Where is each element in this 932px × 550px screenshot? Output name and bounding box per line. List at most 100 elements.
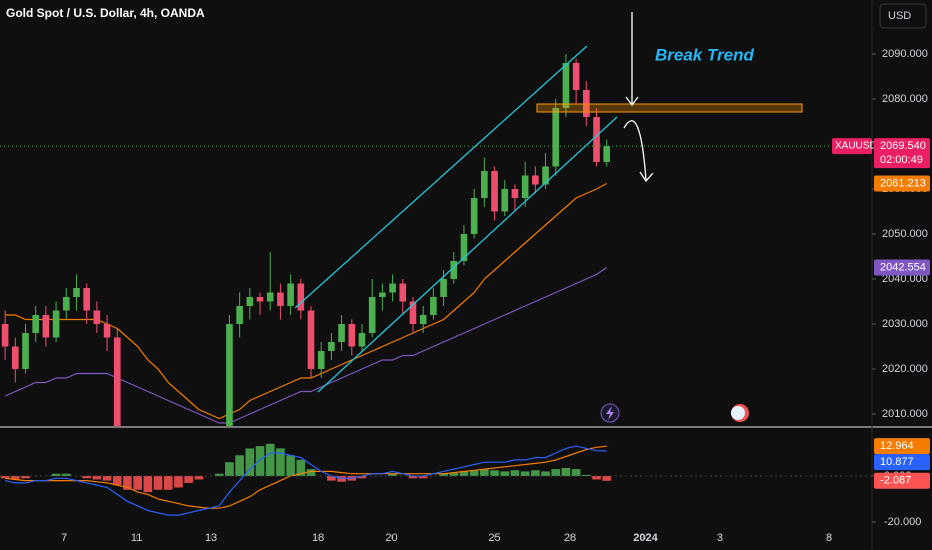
candle-body [266, 292, 274, 302]
candle-body [256, 296, 264, 302]
symbol-label: XAUUSD [835, 141, 877, 152]
candle-body [511, 188, 519, 198]
candle-body [552, 107, 560, 167]
macd-line [5, 445, 607, 509]
x-tick-label: 7 [61, 532, 67, 544]
macd-histogram [439, 473, 448, 477]
macd-histogram [214, 473, 224, 477]
macd-histogram [153, 476, 163, 490]
candle-body [246, 296, 254, 306]
price-box [874, 138, 930, 169]
macd-value-label: 10.877 [880, 456, 914, 468]
candle-body [287, 283, 294, 306]
x-tick-label: 28 [564, 532, 576, 544]
macd-line [4, 445, 607, 516]
y2-tick-label: -20.000 [884, 516, 921, 528]
macd-histogram [327, 476, 336, 481]
candle-body [348, 323, 356, 347]
candle-body [307, 310, 315, 369]
candle-body [419, 314, 427, 324]
macd-histogram [174, 476, 183, 488]
x-tick-label: 25 [488, 532, 500, 544]
candle-body [583, 89, 590, 117]
ma-price-box [874, 175, 930, 192]
macd-histogram [225, 462, 234, 477]
candle-body [226, 323, 233, 426]
candle-body [358, 332, 366, 347]
candle-body [481, 170, 488, 198]
candle-body [409, 301, 417, 324]
macd-pane [0, 443, 612, 516]
flag-icon-inner [731, 406, 745, 420]
x-tick-label: 2024 [633, 532, 658, 544]
macd-histogram [286, 455, 295, 477]
candle-body [93, 310, 101, 324]
macd-histogram [357, 476, 367, 479]
candle-body [542, 166, 549, 185]
candle-body [440, 278, 447, 297]
macd-histogram [0, 476, 10, 479]
candle-body [62, 296, 70, 311]
macd-histogram [61, 473, 71, 477]
ma-price-label: 2061.213 [880, 177, 926, 189]
ma-price-box [874, 259, 930, 276]
macd-histogram [92, 476, 102, 480]
macd-value-label: 12.964 [880, 440, 914, 452]
curved-arrow [623, 120, 647, 181]
y-tick-label: 2090.000 [882, 48, 928, 60]
macd-histogram [296, 459, 306, 477]
candle-body [328, 341, 335, 351]
macd-histogram [531, 470, 540, 477]
macd-histogram [561, 467, 571, 477]
candle-body [11, 346, 19, 369]
macd-histogram [21, 476, 30, 479]
macd-histogram [592, 476, 601, 480]
macd-histogram [51, 473, 61, 477]
candle-body [593, 116, 600, 162]
candle-body [317, 350, 325, 369]
candle-body [368, 296, 376, 333]
lightning [606, 406, 614, 420]
candle-body [297, 283, 305, 311]
macd-histogram [235, 455, 244, 477]
drawings [294, 12, 803, 423]
candle-body [460, 233, 468, 261]
macd-histogram [551, 469, 561, 477]
candle-body [52, 310, 60, 338]
x-tick-label: 11 [131, 532, 142, 544]
y-tick-label: 2080.000 [882, 93, 928, 105]
price-label: 2069.540 [880, 140, 926, 152]
candle-body [603, 146, 611, 162]
x-tick-label: 3 [717, 532, 723, 544]
currency-button[interactable] [879, 3, 927, 29]
candle-body [389, 283, 396, 293]
macd-histogram [459, 471, 469, 477]
candle-body [113, 337, 121, 426]
arrow-head [625, 96, 639, 107]
macd-histogram [143, 476, 153, 493]
macd-value-label: -2.087 [880, 475, 911, 487]
candle-body [572, 62, 580, 90]
channel-lower [317, 116, 618, 393]
macd-histogram [133, 476, 142, 490]
y-tick-label: 2040.000 [882, 273, 928, 285]
candle-body [470, 197, 478, 234]
annotation: Break Trend [655, 45, 755, 64]
x-tick-label: 18 [312, 532, 324, 544]
candle-body [42, 314, 50, 338]
currency: USD [888, 10, 911, 22]
x-tick-label: 20 [385, 532, 397, 544]
macd-histogram [602, 476, 612, 481]
moving-average [4, 267, 608, 424]
macd-histogram [102, 476, 112, 481]
macd-histogram [581, 474, 591, 477]
moving-average [5, 182, 607, 420]
candle-body [430, 296, 437, 315]
candle-body [379, 292, 386, 297]
macd-histogram [255, 446, 265, 477]
macd-histogram [500, 471, 510, 477]
candle-body [1, 323, 9, 347]
macd-histogram [449, 472, 459, 477]
